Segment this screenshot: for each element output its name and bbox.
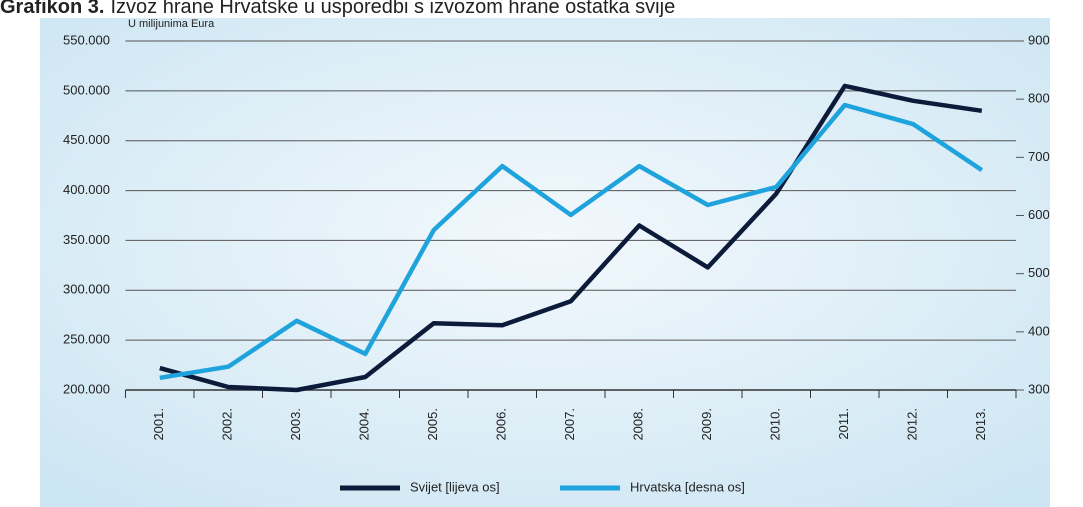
x-tick-label: 2011. — [836, 408, 851, 440]
legend-label: Hrvatska [desna os] — [630, 479, 745, 494]
x-tick-label: 2012. — [905, 408, 920, 441]
x-tick-label: 2004. — [357, 408, 372, 441]
x-tick-label: 2013. — [973, 408, 988, 441]
y-tick-label: 500.000 — [63, 82, 110, 97]
axis-unit-label: U milijunima Eura — [128, 18, 215, 30]
y-tick-label: 350.000 — [63, 232, 110, 247]
data-line — [159, 102, 984, 381]
x-tick-label: 2005. — [425, 408, 440, 441]
data-line — [159, 83, 983, 393]
x-tick-label: 2007. — [562, 408, 577, 441]
y2-tick-label: 600 — [1028, 207, 1050, 222]
x-tick-label: 2003. — [288, 408, 303, 441]
legend-label: Svijet [lijeva os] — [410, 479, 500, 494]
y2-tick-label: 900 — [1028, 32, 1050, 47]
x-tick-label: 2009. — [699, 408, 714, 441]
x-tick-label: 2002. — [220, 408, 235, 441]
title-number: Grafikon 3. — [0, 0, 104, 18]
title-text: Izvoz hrane Hrvatske u usporedbi s izvoz… — [110, 0, 675, 18]
chart-background — [40, 18, 1050, 507]
x-tick-label: 2008. — [631, 408, 646, 441]
x-tick-label: 2006. — [494, 408, 509, 441]
y-tick-label: 400.000 — [63, 182, 110, 197]
y2-tick-label: 400 — [1028, 323, 1050, 338]
x-tick-label: 2001. — [151, 408, 166, 441]
y-tick-label: 200.000 — [63, 381, 110, 396]
y-tick-label: 300.000 — [63, 282, 110, 297]
y-tick-label: 250.000 — [63, 332, 110, 347]
y2-tick-label: 500 — [1028, 265, 1050, 280]
x-tick-label: 2010. — [768, 408, 783, 441]
y2-tick-label: 800 — [1028, 91, 1050, 106]
y2-tick-label: 300 — [1028, 381, 1050, 396]
y2-tick-label: 700 — [1028, 149, 1050, 164]
chart-title: Grafikon 3. Izvoz hrane Hrvatske u uspore… — [0, 0, 675, 18]
y-tick-label: 550.000 — [63, 32, 110, 47]
y-tick-label: 450.000 — [63, 132, 110, 147]
